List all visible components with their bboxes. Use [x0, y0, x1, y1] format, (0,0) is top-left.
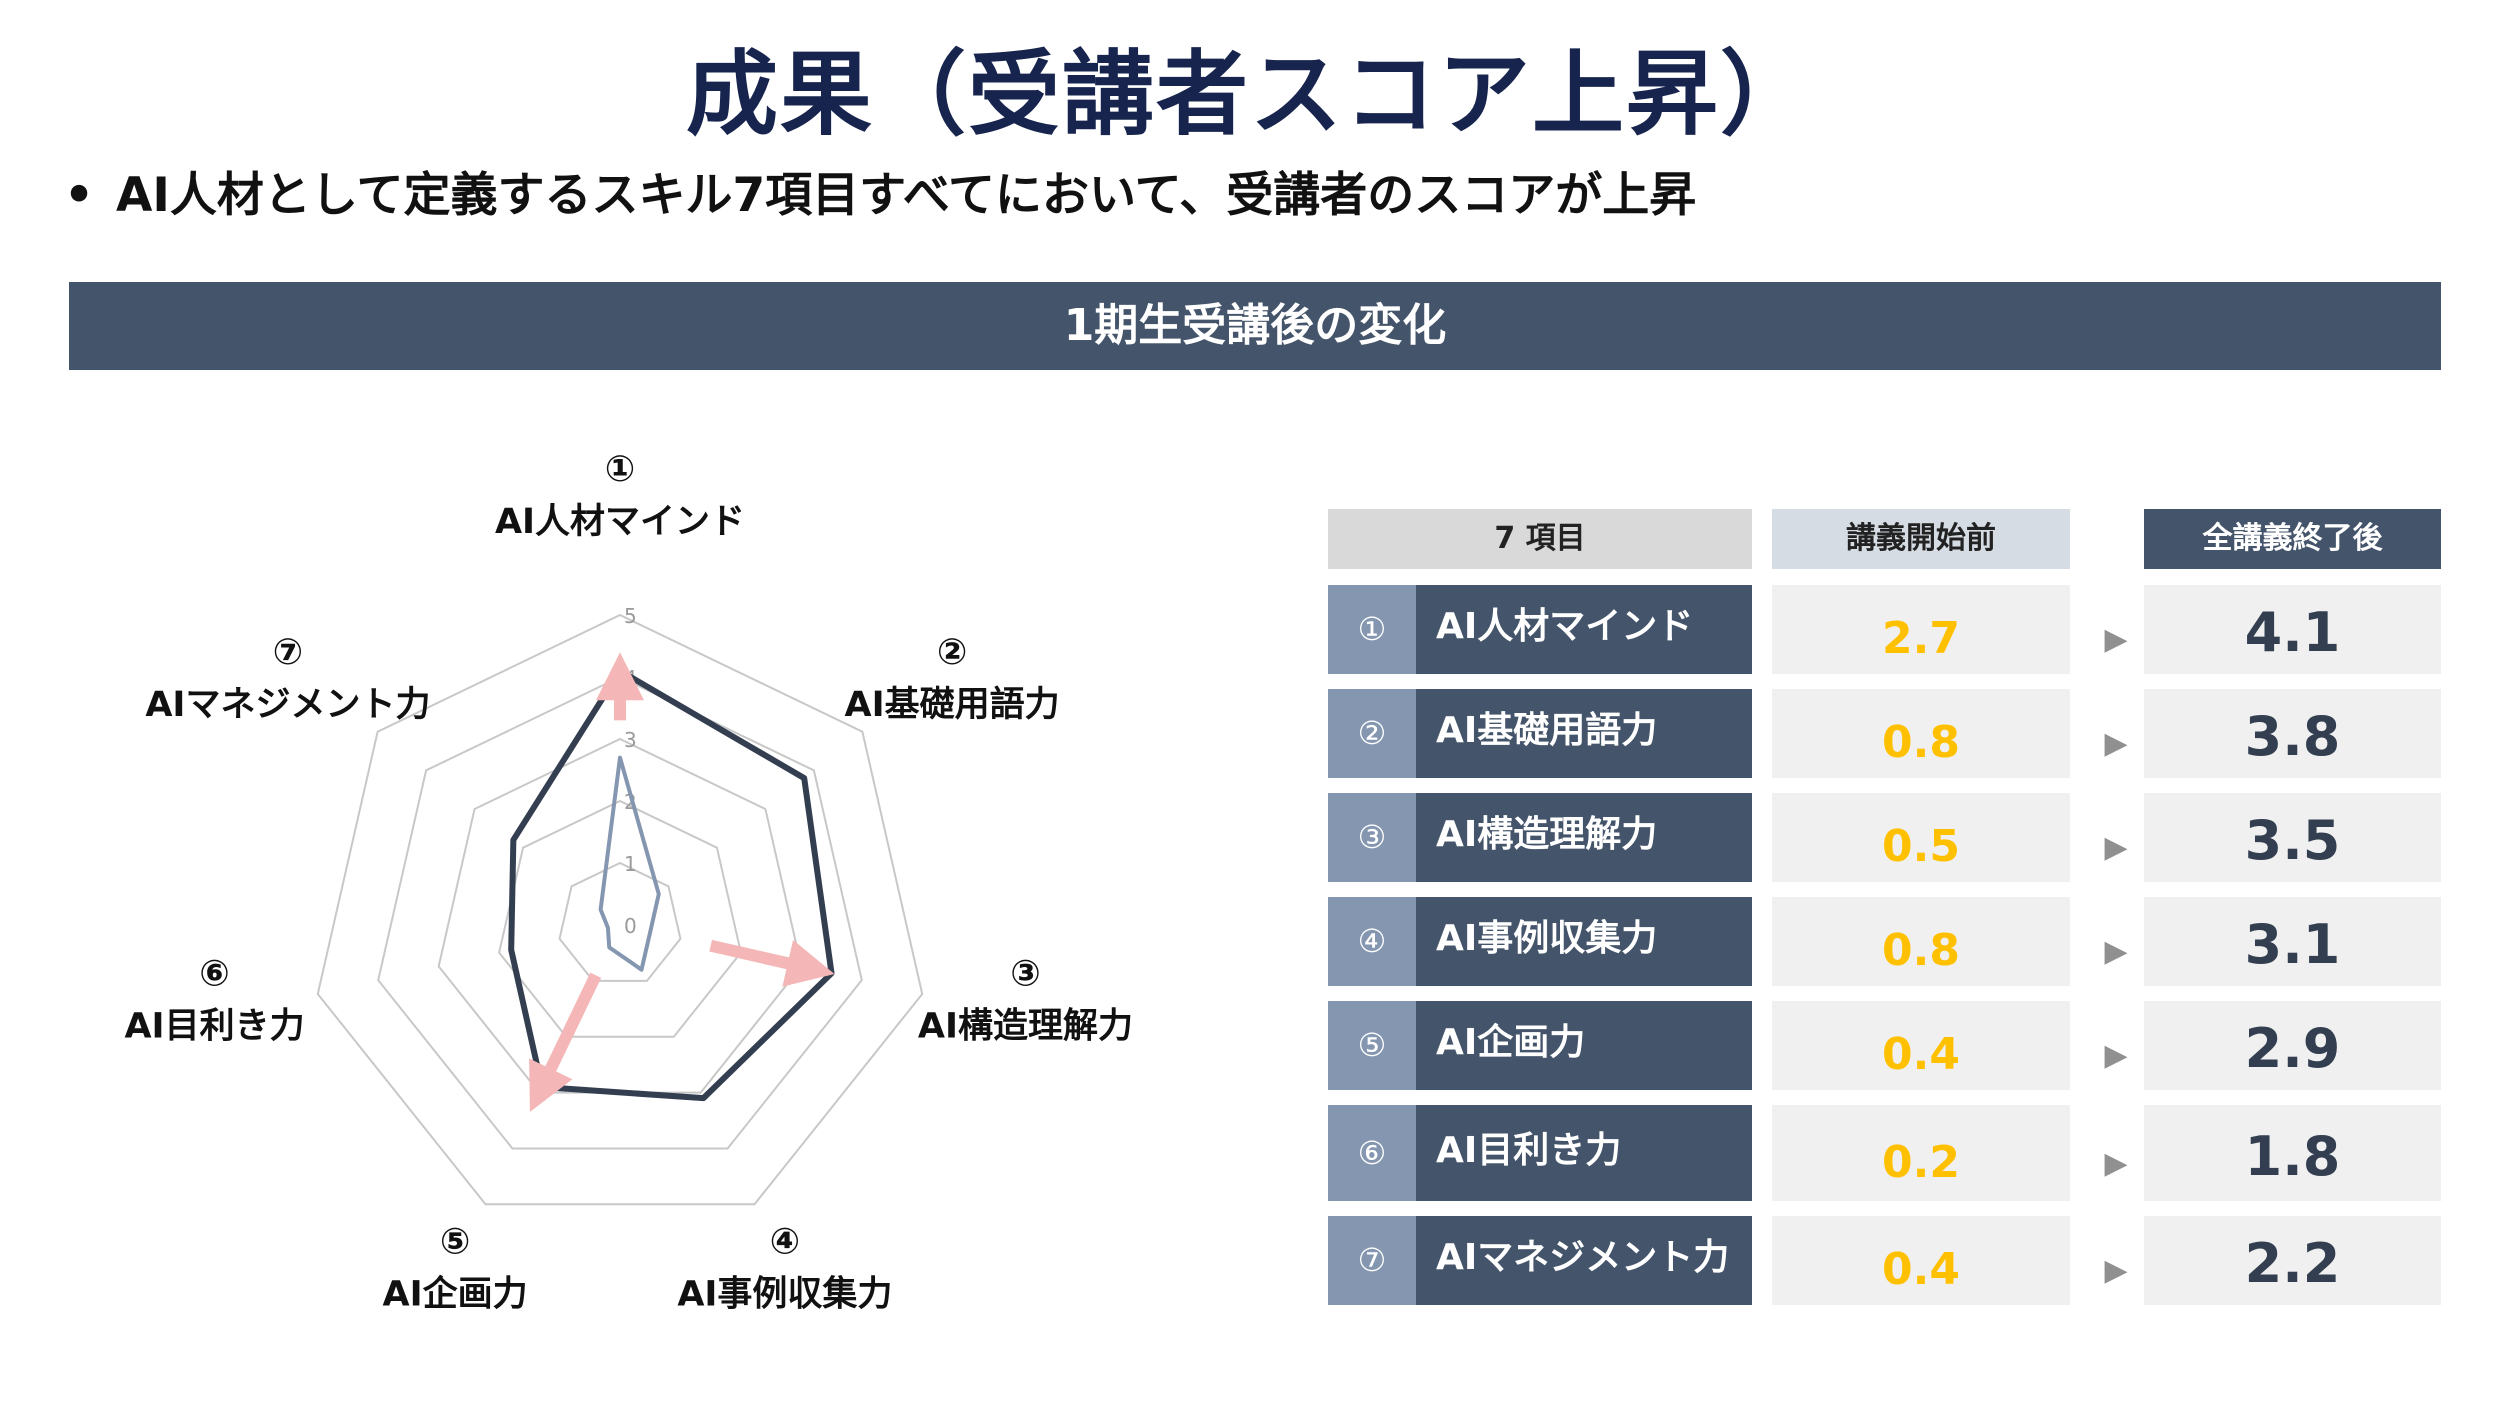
table-row: ① AI人材マインド 2.7 ▶ 4.1	[1328, 585, 2441, 674]
row-skill-name: AI企画力	[1416, 1001, 1752, 1090]
grid-ring	[316, 613, 924, 1206]
axis-number: ①	[605, 449, 635, 490]
row-arrow-icon: ▶	[2104, 1253, 2128, 1288]
row-arrow-icon: ▶	[2104, 934, 2128, 969]
row-number: ①	[1328, 585, 1416, 674]
row-number: ④	[1328, 897, 1416, 986]
tick-label: 5	[624, 604, 637, 628]
row-number: ⑥	[1328, 1105, 1416, 1201]
axis-label: AI目利き力	[124, 1007, 304, 1047]
axis-number: ⑤	[440, 1221, 470, 1262]
axis-number: ⑥	[199, 954, 229, 995]
row-before-score: 2.7	[1772, 585, 2070, 674]
row-skill-name: AI構造理解力	[1416, 793, 1752, 882]
axis-label: AI企画力	[383, 1273, 528, 1314]
tick-label: 0	[624, 914, 637, 938]
row-number: ⑦	[1328, 1216, 1416, 1305]
header-before: 講義開始前	[1772, 509, 2070, 569]
axis-label: AI基礎用語力	[845, 685, 1060, 725]
table-row: ② AI基礎用語力 0.8 ▶ 3.8	[1328, 689, 2441, 778]
table-row: ⑥ AI目利き力 0.2 ▶ 1.8	[1328, 1105, 2441, 1201]
row-skill-name: AI基礎用語力	[1416, 689, 1752, 778]
grid-ring	[498, 799, 742, 1038]
axis-number: ⑦	[273, 632, 303, 673]
row-skill-name: AIマネジメント力	[1416, 1216, 1752, 1305]
header-after: 全講義終了後	[2144, 509, 2441, 569]
grid-ring	[437, 737, 803, 1094]
axis-label: AI構造理解力	[918, 1007, 1133, 1047]
tick-label: 1	[624, 852, 637, 876]
grid-ring	[377, 675, 863, 1150]
radar-chart: 012345①AI人材マインド②AI基礎用語力③AI構造理解力④AI事例収集力⑤…	[124, 449, 1133, 1314]
row-arrow-icon: ▶	[2104, 1038, 2128, 1073]
row-after-score: 2.2	[2144, 1216, 2441, 1305]
row-skill-name: AI人材マインド	[1416, 585, 1752, 674]
row-after-score: 4.1	[2144, 585, 2441, 674]
row-after-score: 3.1	[2144, 897, 2441, 986]
improvement-arrow	[529, 972, 602, 1113]
bullet-marker: •	[64, 168, 95, 223]
axis-number: ④	[770, 1221, 800, 1262]
row-after-score: 1.8	[2144, 1105, 2441, 1201]
row-arrow-icon: ▶	[2104, 1146, 2128, 1181]
row-number: ⑤	[1328, 1001, 1416, 1090]
axis-label: AI人材マインド	[495, 502, 745, 542]
row-number: ③	[1328, 793, 1416, 882]
axis-number: ③	[1010, 954, 1040, 995]
summary-bullet: • AI人材として定義するスキル7項目すべてにおいて、受講者のスコアが上昇	[64, 156, 1696, 225]
table-row: ⑦ AIマネジメント力 0.4 ▶ 2.2	[1328, 1216, 2441, 1305]
series-line	[598, 755, 661, 972]
table-row: ⑤ AI企画力 0.4 ▶ 2.9	[1328, 1001, 2441, 1090]
row-skill-name: AI目利き力	[1416, 1105, 1752, 1201]
row-after-score: 3.8	[2144, 689, 2441, 778]
table-row: ③ AI構造理解力 0.5 ▶ 3.5	[1328, 793, 2441, 882]
row-before-score: 0.4	[1772, 1001, 2070, 1090]
tick-label: 3	[624, 728, 637, 752]
axis-label: AIマネジメント力	[145, 685, 430, 725]
section-banner: 1期生受講後の変化	[69, 282, 2441, 370]
row-before-score: 0.5	[1772, 793, 2070, 882]
header-items: 7 項目	[1328, 509, 1752, 569]
grid-ring	[558, 861, 682, 982]
row-number: ②	[1328, 689, 1416, 778]
row-before-score: 0.8	[1772, 897, 2070, 986]
series-line	[508, 667, 835, 1102]
axis-number: ②	[937, 632, 967, 673]
row-before-score: 0.4	[1772, 1216, 2070, 1305]
row-after-score: 2.9	[2144, 1001, 2441, 1090]
row-after-score: 3.5	[2144, 793, 2441, 882]
improvement-arrow	[709, 939, 835, 987]
row-before-score: 0.2	[1772, 1105, 2070, 1201]
row-arrow-icon: ▶	[2104, 726, 2128, 761]
row-skill-name: AI事例収集力	[1416, 897, 1752, 986]
page-title: 成果（受講者スコア上昇）	[685, 41, 1814, 148]
bullet-text: AI人材として定義するスキル7項目すべてにおいて、受講者のスコアが上昇	[116, 168, 1697, 223]
axis-label: AI事例収集力	[677, 1274, 892, 1314]
table-row: ④ AI事例収集力 0.8 ▶ 3.1	[1328, 897, 2441, 986]
row-before-score: 0.8	[1772, 689, 2070, 778]
row-arrow-icon: ▶	[2104, 622, 2128, 657]
row-arrow-icon: ▶	[2104, 830, 2128, 865]
